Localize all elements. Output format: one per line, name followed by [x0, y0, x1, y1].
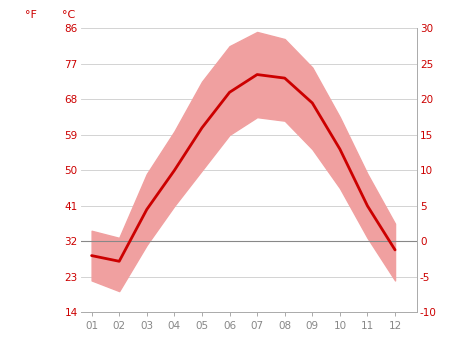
Text: °C: °C [62, 10, 75, 20]
Text: °F: °F [25, 10, 37, 20]
